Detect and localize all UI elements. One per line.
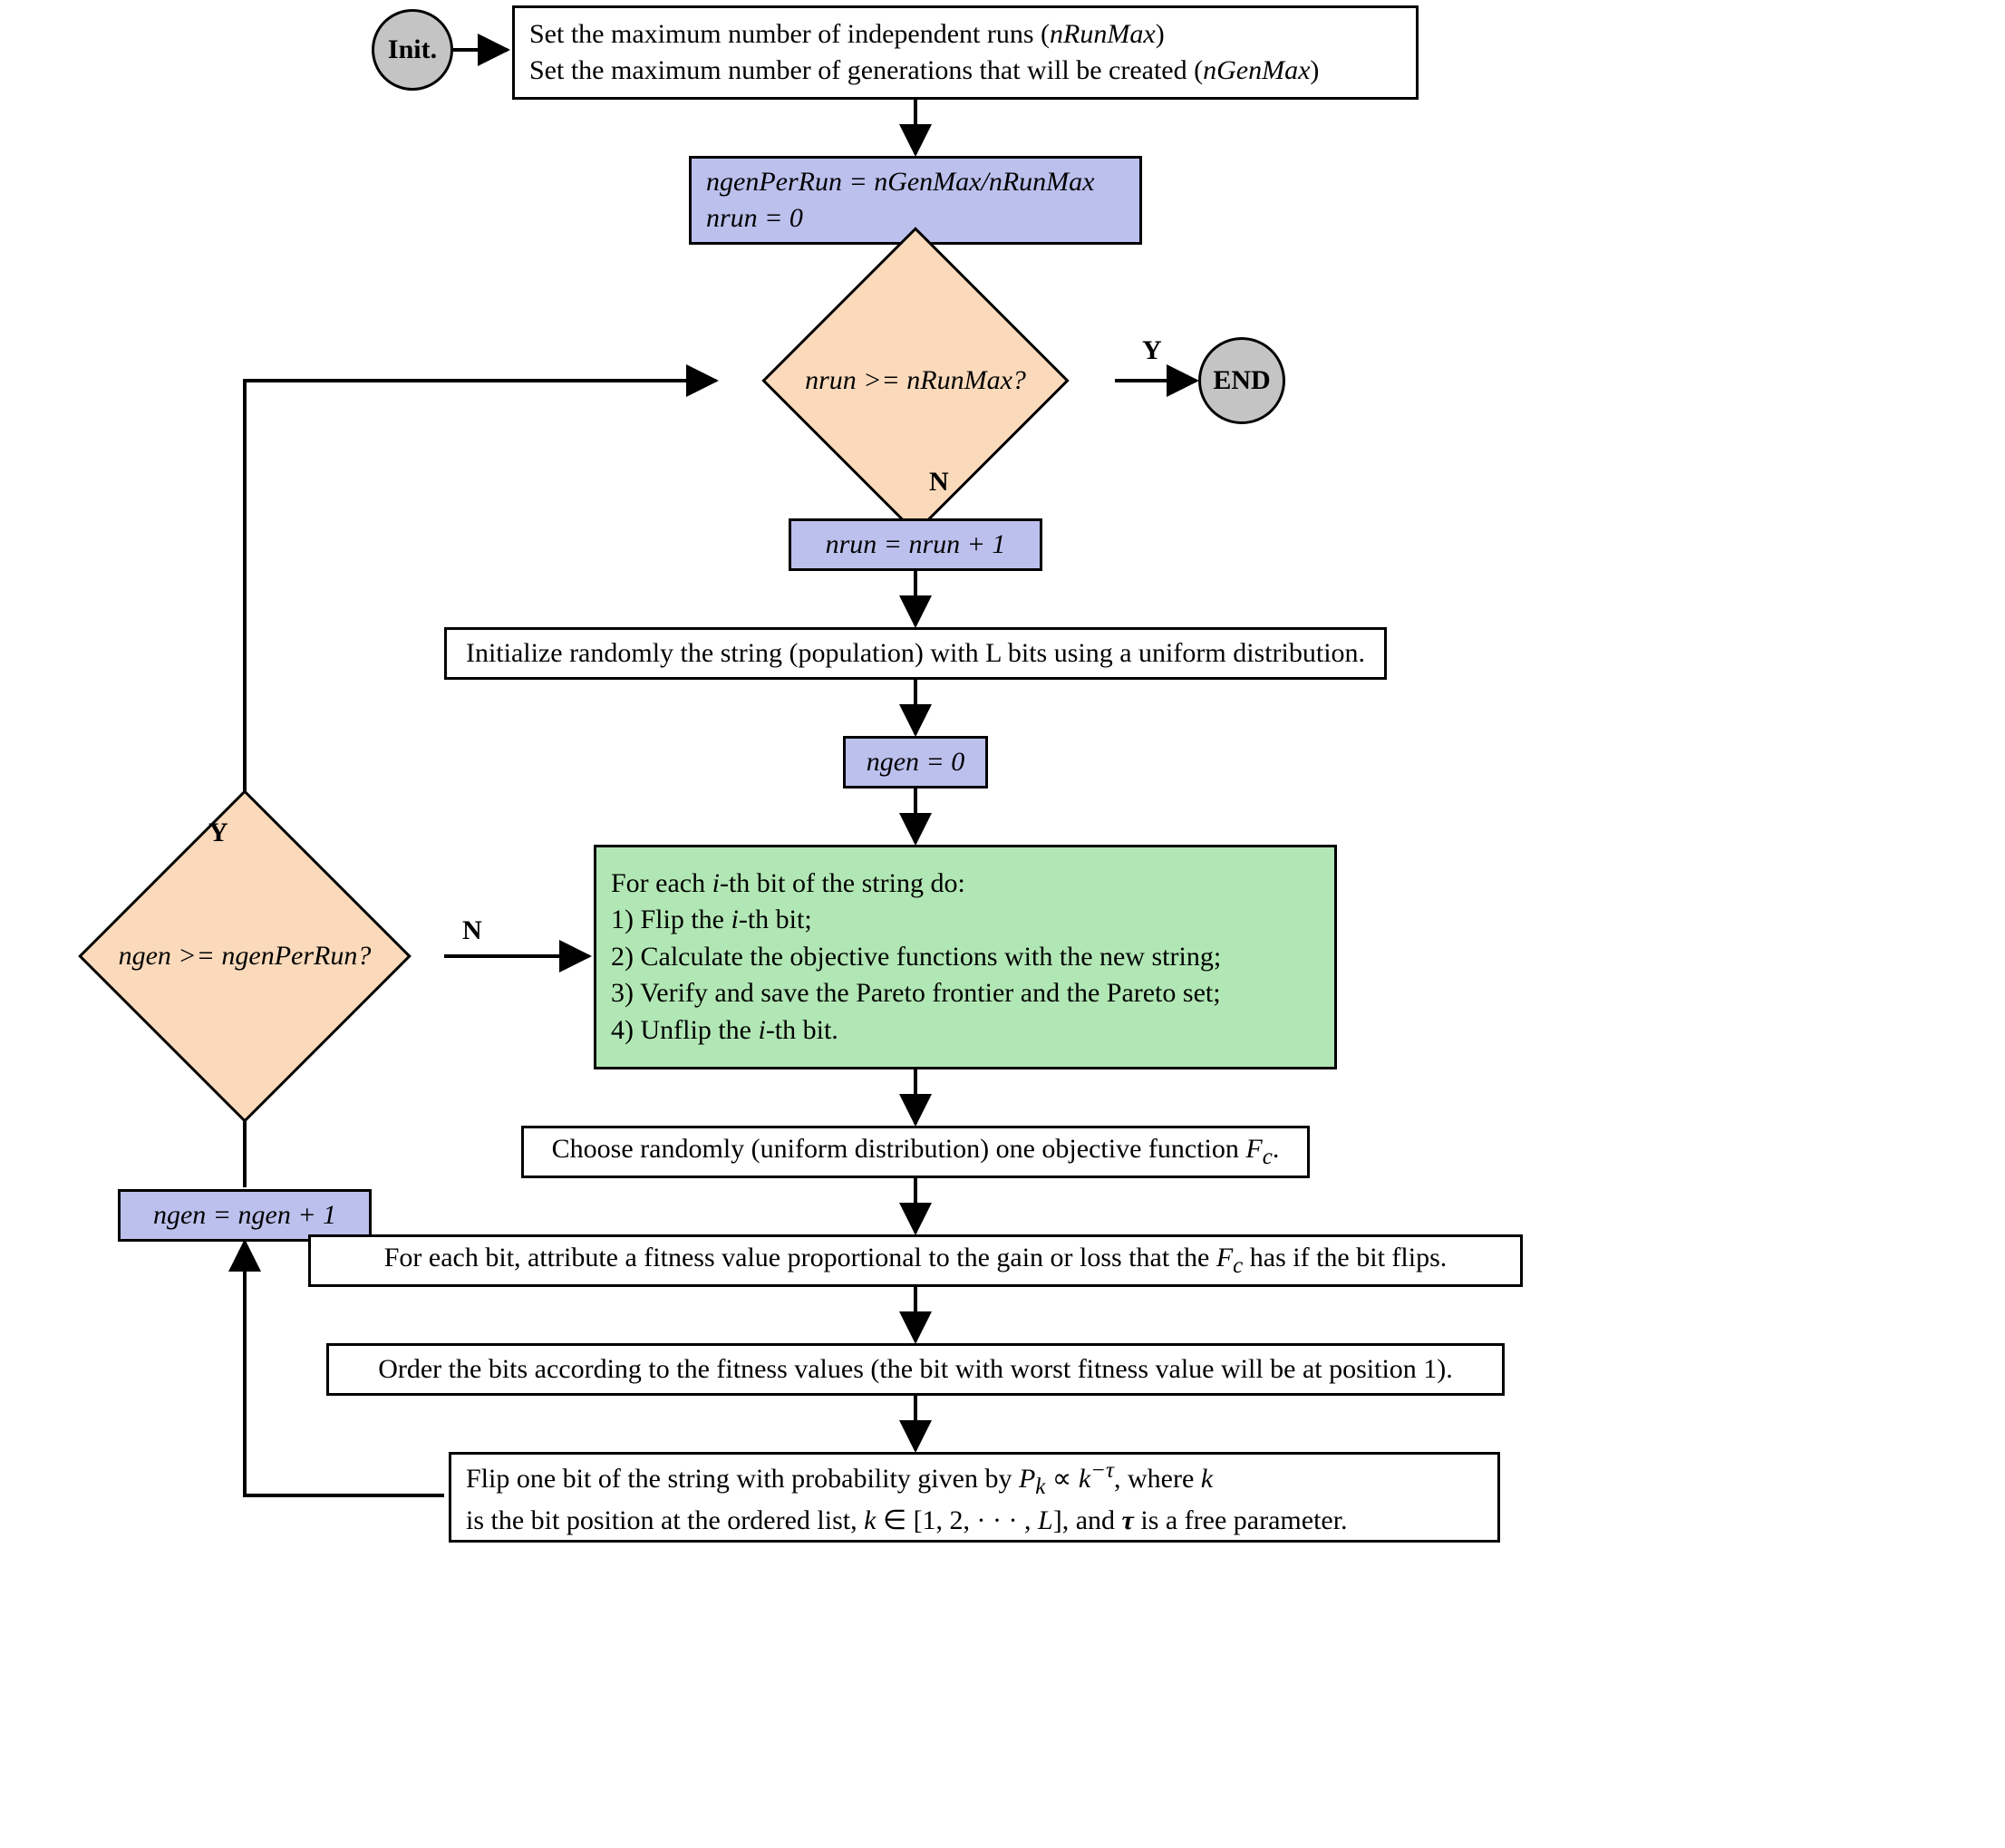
edge-label-ngen-y: Y	[208, 818, 228, 848]
assign-inc-ngen-text: ngen = ngen + 1	[153, 1197, 336, 1234]
decision-ngen-label: ngen >= ngenPerRun?	[119, 941, 372, 972]
process-flip-text: Flip one bit of the string with probabil…	[466, 1456, 1348, 1539]
process-order: Order the bits according to the fitness …	[326, 1343, 1505, 1396]
assign-ngen0-text: ngen = 0	[867, 744, 965, 781]
process-init-pop: Initialize randomly the string (populati…	[444, 627, 1387, 680]
process-setmax: Set the maximum number of independent ru…	[512, 5, 1419, 100]
process-choose-fc-text: Choose randomly (uniform distribution) o…	[552, 1131, 1280, 1173]
assign-inc-nrun: nrun = nrun + 1	[789, 518, 1042, 571]
edge-label-nrun-y: Y	[1142, 335, 1162, 366]
process-setmax-text: Set the maximum number of independent ru…	[529, 16, 1319, 90]
edge-label-nrun-n: N	[929, 467, 949, 498]
assign-ngen0: ngen = 0	[843, 736, 988, 789]
assign-inc-nrun-text: nrun = nrun + 1	[826, 527, 1006, 564]
assign-ngenperrun-text: ngenPerRun = nGenMax/nRunMax nrun = 0	[706, 164, 1094, 237]
process-order-text: Order the bits according to the fitness …	[378, 1351, 1453, 1388]
process-fitness: For each bit, attribute a fitness value …	[308, 1234, 1523, 1287]
loop-body-text: For each i-th bit of the string do: 1) F…	[611, 866, 1221, 1050]
terminal-init-label: Init.	[388, 32, 437, 69]
process-fitness-text: For each bit, attribute a fitness value …	[384, 1240, 1448, 1282]
terminal-init: Init.	[372, 9, 453, 91]
process-flip: Flip one bit of the string with probabil…	[449, 1452, 1500, 1543]
terminal-end: END	[1198, 337, 1285, 424]
process-init-pop-text: Initialize randomly the string (populati…	[466, 635, 1365, 672]
edge-label-ngen-n: N	[462, 915, 482, 946]
decision-nrun-label: nrun >= nRunMax?	[805, 365, 1026, 396]
process-choose-fc: Choose randomly (uniform distribution) o…	[521, 1126, 1310, 1178]
terminal-end-label: END	[1213, 363, 1270, 400]
loop-body: For each i-th bit of the string do: 1) F…	[594, 845, 1337, 1069]
